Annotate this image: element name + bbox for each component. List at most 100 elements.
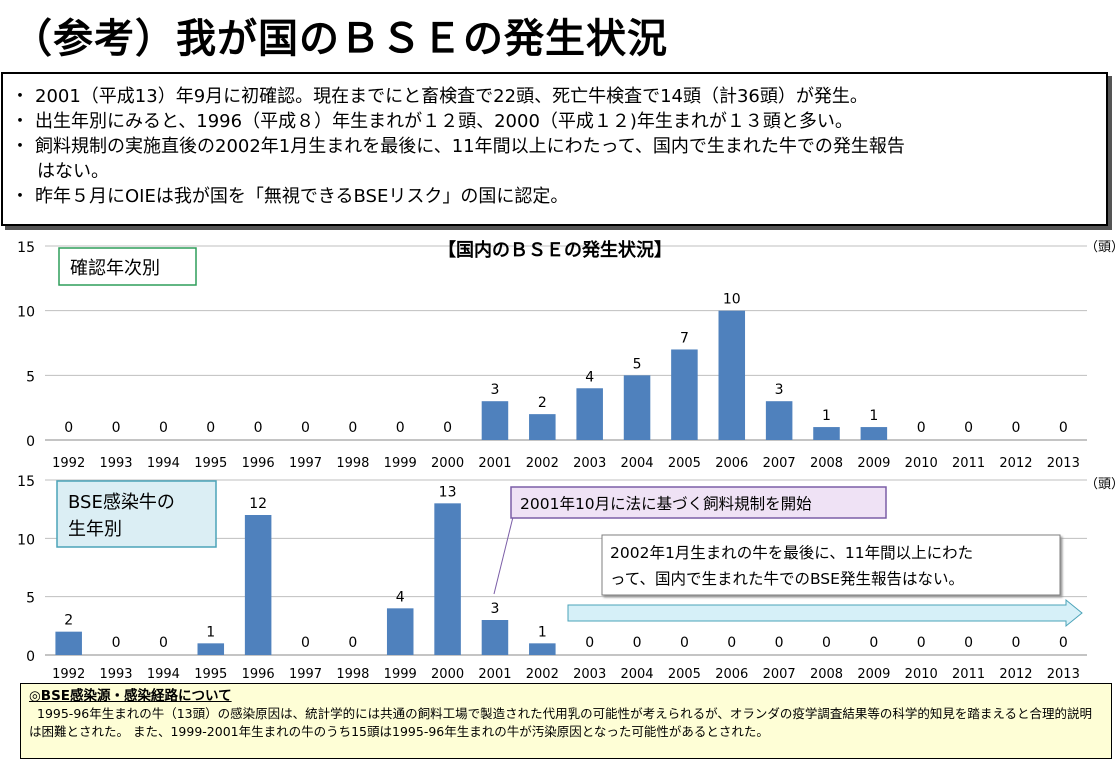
data-label: 0 [1011,420,1020,436]
y-tick-label: 5 [26,369,35,385]
data-label: 1 [869,408,878,424]
bar [765,401,793,440]
x-tick-label: 1998 [336,667,369,682]
data-label: 0 [443,420,452,436]
x-tick-label: 1997 [289,667,322,682]
x-tick-label: 2004 [620,667,653,682]
data-label: 3 [490,382,499,398]
bse-charts: 0510150199201993019940199501996019970199… [17,239,1119,682]
bse-source-note: ◎BSE感染源・感染経路について 1995-96年生まれの牛（13頭）の感染原因… [20,683,1112,759]
y-tick-label: 15 [17,240,35,256]
data-label: 0 [112,420,121,436]
summary-item-line2: はない。 [37,161,109,182]
x-tick-label: 2001 [478,456,511,471]
x-tick-label: 1998 [336,456,369,471]
x-tick-label: 2009 [857,456,890,471]
chart-title: 【国内のＢＳＥの発生状況】 [438,239,672,261]
data-label: 0 [64,420,73,436]
x-tick-label: 1996 [242,456,275,471]
x-tick-label: 2013 [1047,456,1080,471]
x-tick-label: 2013 [1047,667,1080,682]
x-tick-label: 1997 [289,456,322,471]
data-label: 0 [727,635,736,651]
data-label: 3 [775,382,784,398]
data-label: 0 [112,635,121,651]
data-label: 0 [1059,420,1068,436]
data-label: 0 [964,635,973,651]
x-tick-label: 2010 [905,456,938,471]
y-tick-label: 0 [26,434,35,450]
bar [529,643,556,655]
x-tick-label: 2010 [905,667,938,682]
data-label: 0 [585,635,594,651]
x-tick-label: 2008 [810,667,843,682]
bar [55,631,82,655]
x-tick-label: 1992 [52,667,85,682]
x-tick-label: 1993 [99,667,132,682]
page-title: （参考）我が国のＢＳＥの発生状況 [12,16,668,62]
x-tick-label: 2002 [526,667,559,682]
data-label: 5 [633,356,642,372]
data-label: 3 [490,601,499,617]
data-label: 0 [869,635,878,651]
timeline-arrow [567,598,1083,628]
birth-label-line2: 生年別 [68,519,122,540]
x-tick-label: 2004 [620,456,653,471]
regulation-note: 2001年10月に法に基づく飼料規制を開始 [520,495,812,513]
bar [813,427,840,440]
data-label: 0 [301,635,310,651]
data-label: 0 [917,635,926,651]
y-tick-label: 0 [26,649,35,665]
bar [623,375,651,440]
data-label: 1 [822,408,831,424]
bar [434,503,461,655]
no-report-line1: 2002年1月生まれの牛を最後に、11年間以上にわた [610,544,973,562]
data-label: 4 [585,369,594,385]
x-tick-label: 1994 [147,667,180,682]
no-report-box [601,534,1061,596]
data-label: 0 [159,635,168,651]
summary-box: 2001（平成13）年9月に初確認。現在までにと畜検査で22頭、死亡牛検査で14… [1,72,1108,226]
data-label: 0 [301,420,310,436]
x-tick-label: 1996 [242,667,275,682]
data-label: 0 [633,635,642,651]
regulation-pointer [493,516,514,595]
summary-item: 出生年別にみると、1996（平成８）年生まれが１２頭、2000（平成１２)年生ま… [11,109,1098,134]
data-label: 2 [538,395,547,411]
data-label: 0 [917,420,926,436]
bar [386,608,414,655]
data-label: 0 [775,635,784,651]
bar [244,515,272,655]
summary-item: 2001（平成13）年9月に初確認。現在までにと畜検査で22頭、死亡牛検査で14… [11,84,1098,109]
y-tick-label: 10 [17,532,35,548]
x-tick-label: 2012 [999,456,1032,471]
birth-label-line1: BSE感染牛の [68,492,175,513]
data-label: 2 [64,613,73,629]
x-tick-label: 1995 [194,667,227,682]
confirmed-label: 確認年次別 [70,258,160,279]
x-tick-label: 2007 [763,456,796,471]
bar [718,310,746,440]
confirmed-year-chart: 0510150199201993019940199501996019970199… [17,240,1087,471]
data-label: 12 [249,496,267,512]
x-tick-label: 2006 [715,667,748,682]
x-tick-label: 2000 [431,456,464,471]
x-tick-label: 1995 [194,456,227,471]
data-label: 1 [206,624,215,640]
x-tick-label: 2008 [810,456,843,471]
x-tick-label: 2003 [573,456,606,471]
data-label: 0 [396,420,405,436]
data-label: 7 [680,330,689,346]
x-tick-label: 1999 [384,667,417,682]
y-tick-label: 10 [17,305,35,321]
y-tick-label: 15 [17,474,35,490]
regulation-note-box [510,486,887,519]
data-label: 0 [206,420,215,436]
x-tick-label: 2005 [668,456,701,471]
y-tick-label: 5 [26,591,35,607]
bar [529,414,556,440]
x-tick-label: 2001 [478,667,511,682]
data-label: 0 [964,420,973,436]
bar [671,349,698,440]
x-tick-label: 2011 [952,667,985,682]
